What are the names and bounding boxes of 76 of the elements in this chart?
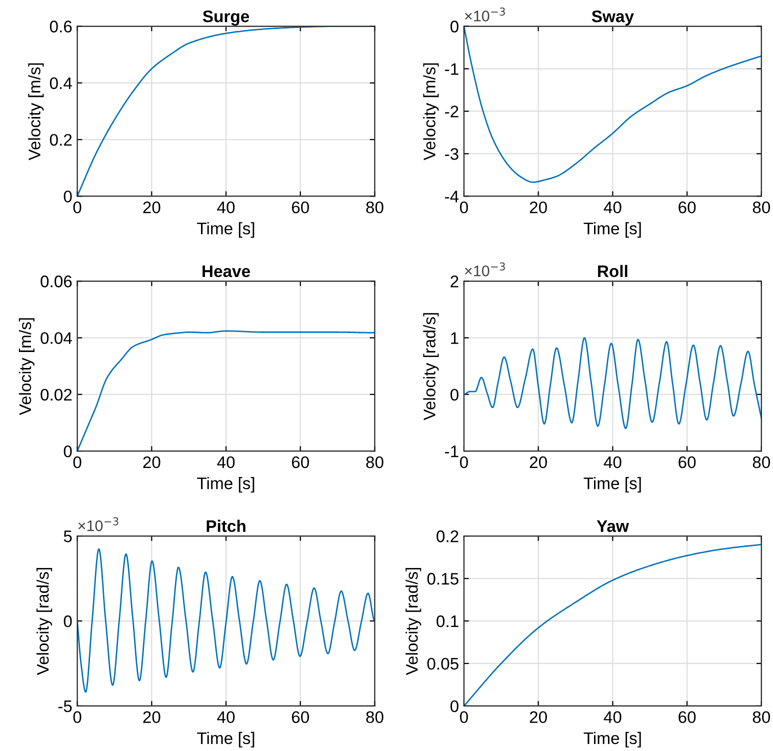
x-tick-label: 80 <box>752 456 770 468</box>
y-tick-label: 5 <box>64 530 72 542</box>
x-tick-label: 60 <box>678 202 696 214</box>
x-axis-title: Time [s] <box>197 222 254 238</box>
x-axis-title: Time [s] <box>584 477 641 493</box>
chart-title: Roll <box>598 264 628 278</box>
x-tick-label: 80 <box>752 711 770 724</box>
x-tick-label: 40 <box>604 711 622 724</box>
x-tick-label: 0 <box>73 202 82 214</box>
y-tick-label: 0.06 <box>40 276 72 288</box>
chart-title: Yaw <box>596 520 629 532</box>
x-tick-label: 40 <box>604 456 622 468</box>
x-tick-label: 60 <box>292 202 309 214</box>
y-tick-label: -1 <box>445 446 458 458</box>
x-tick-label: 0 <box>460 202 468 214</box>
y-axis-title: Velocity [rad/s] <box>423 313 439 420</box>
y-tick-label: 0.02 <box>40 388 72 401</box>
x-tick-label: 60 <box>292 456 309 468</box>
y-tick-label: 0.2 <box>436 530 458 542</box>
y-tick-label: 0.2 <box>50 134 72 146</box>
x-tick-label: 40 <box>217 711 235 724</box>
x-tick-label: 0 <box>73 711 82 724</box>
x-tick-label: 60 <box>678 711 696 724</box>
y-tick-label: 0.4 <box>50 77 72 90</box>
y-axis-title: Velocity [m/s] <box>28 63 44 160</box>
y-tick-label: 0.1 <box>436 615 458 628</box>
y-tick-label: 1 <box>451 332 458 344</box>
y-axis-title: Velocity [rad/s] <box>36 568 52 676</box>
y-tick-label: 0.6 <box>50 20 72 32</box>
x-axis-title: Time [s] <box>584 732 641 748</box>
x-tick-label: 0 <box>460 711 468 724</box>
x-axis-title: Time [s] <box>197 477 254 493</box>
x-tick-label: 40 <box>217 202 235 214</box>
y-tick-label: 0 <box>64 190 72 202</box>
x-tick-label: 20 <box>143 711 160 724</box>
y-tick-label: 0 <box>450 388 458 401</box>
y-tick-label: -5 <box>58 700 72 712</box>
x-tick-label: 0 <box>73 456 82 468</box>
y-axis-title: Velocity [rad/s] <box>406 568 422 676</box>
y-axis-title: Velocity [m/s] <box>423 63 439 160</box>
x-tick-label: 0 <box>460 456 468 468</box>
y-tick-label: 2 <box>450 276 458 288</box>
x-axis-title: Time [s] <box>584 222 641 238</box>
y-tick-label: 0.05 <box>427 658 458 670</box>
y-tick-label: 0 <box>64 615 72 628</box>
y-tick-label: -2 <box>445 106 458 118</box>
x-tick-label: 60 <box>292 711 309 724</box>
x-tick-label: 40 <box>604 202 622 214</box>
x-tick-label: 20 <box>530 456 547 468</box>
x-tick-label: 20 <box>143 456 160 468</box>
x-tick-label: 20 <box>530 202 547 214</box>
y-tick-label: 0.15 <box>427 572 458 585</box>
x-tick-label: 20 <box>530 711 547 724</box>
chart-title: Pitch <box>206 520 246 532</box>
text: ×10$^{−3}$ <box>465 8 505 22</box>
y-tick-label: -4 <box>445 190 459 202</box>
y-tick-label: 0.04 <box>40 332 72 344</box>
x-tick-label: 80 <box>366 711 384 724</box>
x-axis-title: Time [s] <box>197 732 254 748</box>
chart-title: Surge <box>202 10 250 26</box>
text: ×10$^{−3}$ <box>465 262 505 276</box>
text: ×10$^{−3}$ <box>78 517 118 532</box>
x-tick-label: 20 <box>143 202 160 214</box>
y-tick-label: 0 <box>450 20 458 32</box>
y-tick-label: 0 <box>450 700 458 712</box>
x-tick-label: 60 <box>678 456 696 468</box>
y-tick-label: 0 <box>64 445 72 458</box>
chart-title: Heave <box>202 266 250 278</box>
x-tick-label: 80 <box>366 202 384 214</box>
x-tick-label: 80 <box>366 456 384 468</box>
x-tick-label: 80 <box>752 202 770 214</box>
y-tick-label: -1 <box>445 63 458 75</box>
y-tick-label: -3 <box>445 148 458 160</box>
y-axis-title: Velocity [m/s] <box>18 318 34 416</box>
chart-title: Sway <box>592 10 634 26</box>
x-tick-label: 40 <box>217 456 235 468</box>
